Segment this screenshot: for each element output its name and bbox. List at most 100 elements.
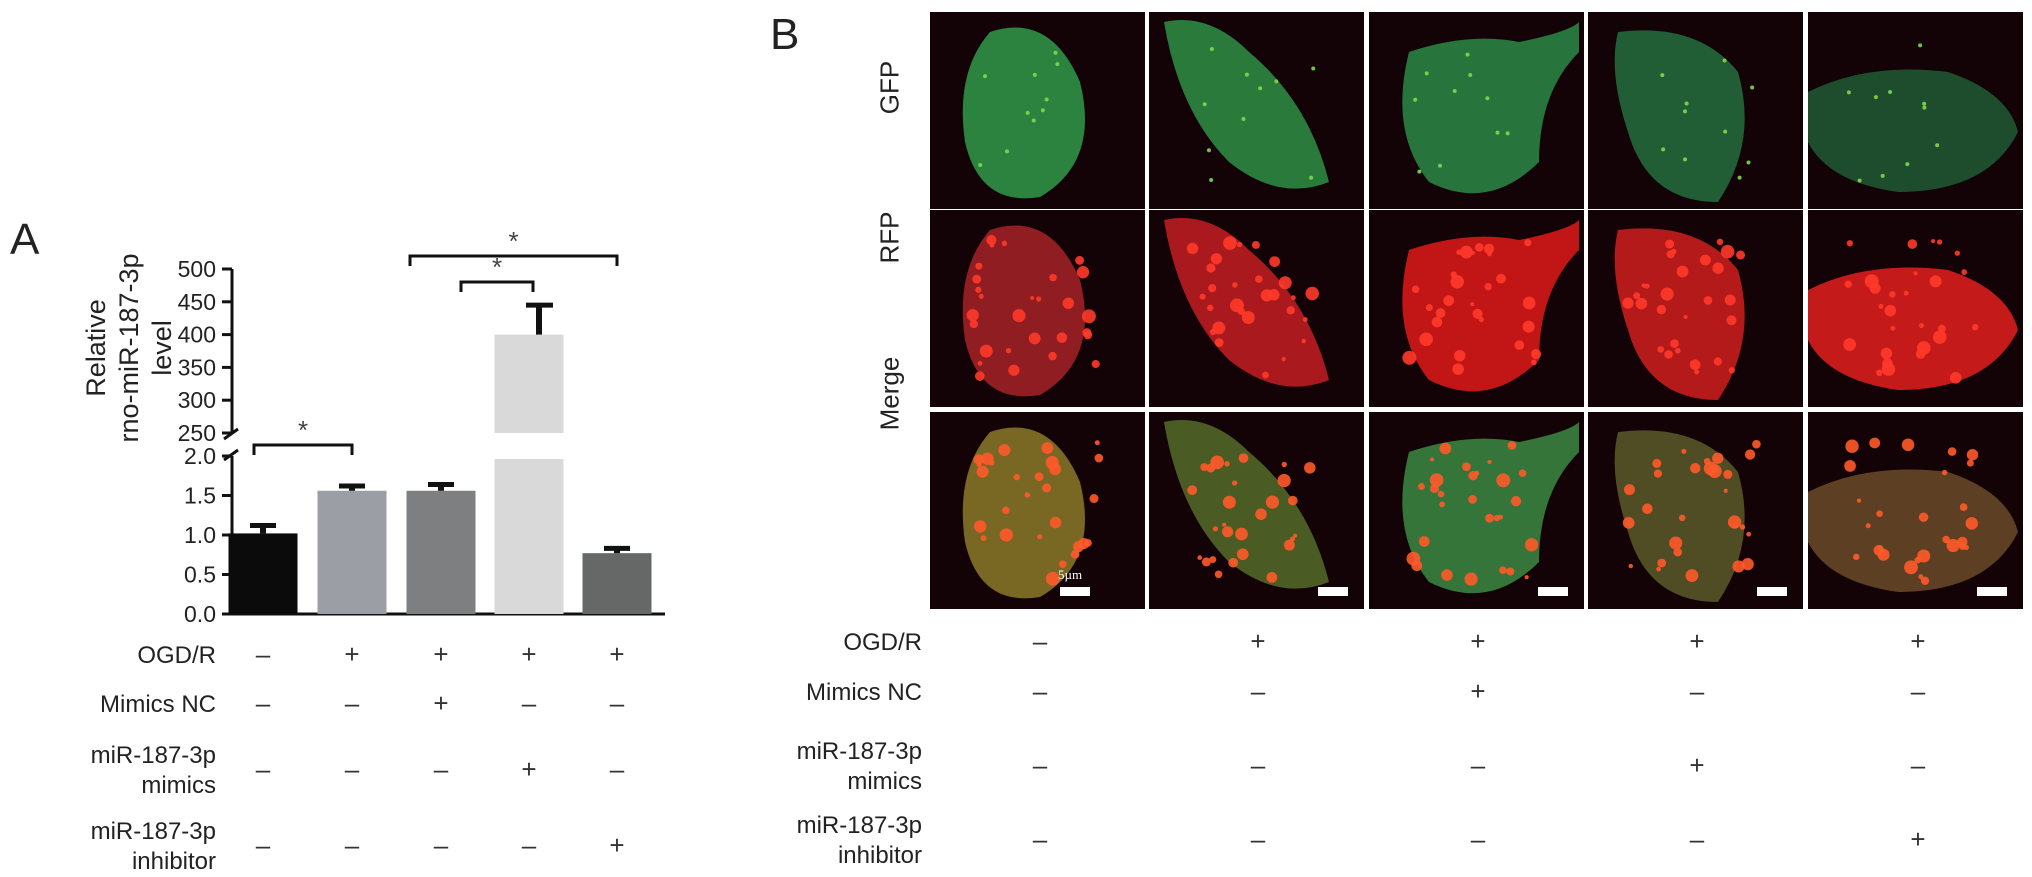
- bar-4-lower: [494, 459, 564, 614]
- cell-image: [1164, 218, 1329, 387]
- fluorescent-spot: [1724, 294, 1736, 306]
- significance-bracket: [408, 254, 619, 266]
- fluorescent-spot: [1664, 350, 1673, 359]
- fluorescent-spot: [1202, 102, 1207, 107]
- fluorescent-spot: [1700, 254, 1711, 266]
- fluorescent-spot: [1954, 250, 1960, 256]
- fluorescent-spot: [1922, 105, 1927, 110]
- y-tick-label-lower: 0.5: [184, 562, 216, 588]
- y-tick-label-lower: 2.0: [184, 443, 216, 469]
- fluorescent-spot: [1846, 240, 1853, 247]
- fluorescent-spot: [1187, 485, 1198, 496]
- cell-body: [1402, 422, 1579, 594]
- fluorescent-spot: [1311, 66, 1316, 71]
- fluorescent-spot: [1237, 241, 1243, 248]
- fluorescent-spot: [1012, 309, 1026, 323]
- fluorescent-spot: [1660, 287, 1674, 301]
- micrograph: [1808, 210, 2023, 407]
- fluorescent-spot: [1005, 347, 1012, 354]
- fluorescent-spot: [1485, 96, 1490, 101]
- table-a-row-label-line: miR-187-3p: [90, 742, 216, 769]
- fluorescent-spot: [1209, 556, 1217, 564]
- fluorescent-spot: [1918, 512, 1929, 522]
- scale-bar: [1977, 587, 2007, 596]
- fluorescent-spot: [1507, 441, 1517, 450]
- fluorescent-spot: [1694, 369, 1700, 375]
- micrograph: [1369, 210, 1584, 407]
- y-tick-label-upper: 450: [178, 289, 216, 315]
- cell-image: [1808, 43, 2018, 192]
- fluorescent-spot: [1652, 458, 1662, 468]
- fluorescent-spot: [1644, 283, 1650, 289]
- fluorescent-spot: [981, 452, 994, 465]
- fluorescent-spot: [1222, 495, 1236, 509]
- table-b-row-label: miR-187-3p inhibitor: [797, 811, 922, 871]
- fluorescent-spot: [978, 293, 984, 300]
- cell-body: [1808, 69, 2018, 192]
- fluorescent-spot: [1518, 469, 1527, 478]
- fluorescent-spot: [1653, 469, 1663, 478]
- fluorescent-spot: [1890, 325, 1896, 331]
- table-a-cell: +: [609, 639, 625, 669]
- table-b-cell: –: [1250, 750, 1266, 780]
- fluorescent-spot: [1674, 347, 1681, 354]
- fluorescent-spot: [1935, 143, 1940, 148]
- fluorescent-spot: [1309, 175, 1314, 180]
- significance-star: *: [298, 415, 308, 445]
- fluorescent-spot: [1690, 462, 1701, 474]
- fluorescent-spot: [1452, 363, 1464, 375]
- table-a-row-label-line: OGD/R: [137, 642, 216, 669]
- fluorescent-spot: [1044, 97, 1049, 102]
- fluorescent-spot: [1689, 359, 1701, 371]
- table-a-row-label-line: mimics: [141, 772, 216, 799]
- fluorescent-spot: [1876, 510, 1883, 518]
- y-tick-label-lower: 0.0: [184, 601, 216, 627]
- scale-bar: [1538, 587, 1568, 596]
- fluorescent-spot: [1277, 473, 1291, 488]
- fluorescent-spot: [1281, 461, 1287, 468]
- fluorescent-spot: [1209, 47, 1214, 52]
- fluorescent-spot: [1661, 147, 1666, 152]
- fluorescent-spot: [1845, 439, 1859, 453]
- bar-4-upper: [494, 334, 564, 433]
- table-a-cell: –: [521, 830, 537, 860]
- micrograph: [1808, 12, 2023, 209]
- fluorescent-spot: [1884, 304, 1897, 317]
- fluorescent-spot: [1678, 514, 1686, 522]
- table-a-cell: –: [255, 830, 271, 860]
- cell-body: [1402, 22, 1579, 194]
- cell-body: [1164, 218, 1329, 387]
- fluorescent-spot: [1669, 536, 1683, 550]
- fluorescent-spot: [1224, 461, 1230, 467]
- fluorescent-spot: [1255, 508, 1267, 520]
- fluorescent-spot: [1070, 549, 1080, 559]
- fluorescent-spot: [1666, 250, 1675, 259]
- fluorescent-spot: [1266, 572, 1278, 583]
- fluorescent-spot: [1201, 557, 1211, 567]
- fluorescent-spot: [1258, 86, 1263, 91]
- fluorescent-spot: [1723, 488, 1728, 493]
- fluorescent-spot: [977, 360, 983, 366]
- significance-bracket: [252, 443, 354, 455]
- cell-image: [1402, 422, 1579, 594]
- fluorescent-spot: [1920, 576, 1930, 585]
- fluorescent-spot: [1941, 469, 1948, 476]
- cell-image: [1402, 220, 1579, 392]
- fluorescent-spot: [1657, 346, 1664, 353]
- fluorescent-spot: [1510, 495, 1522, 507]
- fluorescent-spot: [1470, 302, 1475, 307]
- table-b-cell: –: [1250, 824, 1266, 854]
- fluorescent-spot: [966, 309, 979, 322]
- fluorescent-spot: [1873, 544, 1885, 556]
- fluorescent-spot: [1869, 282, 1881, 294]
- fluorescent-spot: [1746, 531, 1752, 537]
- fluorescent-spot: [1957, 536, 1968, 548]
- fluorescent-spot: [1470, 251, 1475, 256]
- fluorescent-spot: [1305, 286, 1319, 301]
- fluorescent-spot: [1681, 448, 1687, 454]
- fluorescent-spot: [1846, 90, 1851, 95]
- significance-star: *: [508, 226, 518, 256]
- fluorescent-spot: [1873, 95, 1878, 100]
- fluorescent-spot: [1942, 535, 1950, 544]
- table-a-row-label: Mimics NC: [100, 690, 216, 720]
